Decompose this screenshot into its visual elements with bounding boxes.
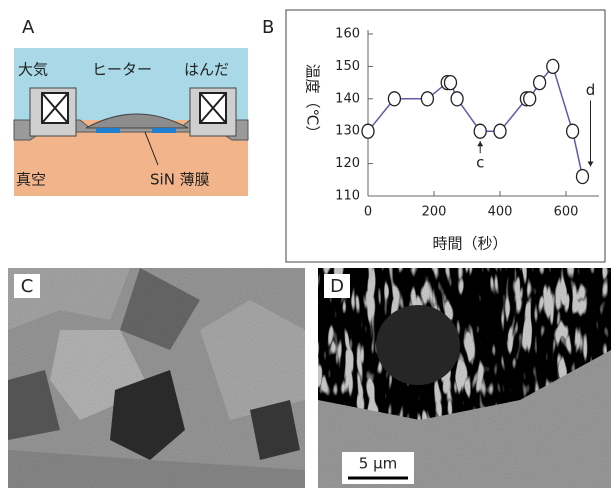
panel-b: B 温度（℃） 時間（秒） 110 120 130 140 150 160 0 200 400 6… (262, 10, 605, 262)
data-point (577, 170, 589, 184)
annotation: c (476, 154, 484, 172)
y-tick-label: 130 (335, 124, 360, 139)
label: 真空 (16, 171, 46, 189)
panel-letter: D (330, 276, 344, 297)
sin-strip (152, 128, 176, 133)
grain (376, 305, 460, 385)
data-point (445, 76, 457, 90)
panel-frame (286, 10, 605, 262)
label: SiN 薄膜 (150, 171, 210, 189)
panel-d: D 5 µm (318, 268, 611, 488)
y-tick-label: 160 (335, 27, 360, 42)
y-axis-label: 温度（℃） (304, 64, 322, 141)
panel-letter: B (262, 17, 274, 38)
data-point (388, 92, 400, 106)
label: 大気 (18, 61, 48, 79)
data-point (524, 92, 536, 106)
x-tick-label: 400 (488, 205, 513, 220)
data-point (567, 124, 579, 138)
panel-c: C (8, 268, 305, 488)
y-tick-label: 110 (335, 189, 360, 204)
data-point (494, 124, 506, 138)
figure: A 大気 ヒーター はんだ 真空 SiN 薄膜 B 温度（℃） 時間（秒） 11… (0, 0, 611, 488)
panel-letter: C (21, 276, 34, 297)
x-tick-label: 200 (422, 205, 447, 220)
scale-bar-label: 5 µm (359, 455, 397, 473)
panel-letter: A (22, 17, 35, 38)
panel-a: A 大気 ヒーター はんだ 真空 SiN 薄膜 (14, 17, 248, 196)
data-point (474, 124, 486, 138)
y-tick-label: 150 (335, 59, 360, 74)
label: ヒーター (92, 61, 152, 79)
x-tick-label: 600 (554, 205, 579, 220)
y-tick-label: 140 (335, 91, 360, 106)
sin-strip (96, 128, 120, 133)
data-point (451, 92, 463, 106)
label: はんだ (184, 61, 229, 79)
data-point (547, 59, 559, 73)
data-point (534, 76, 546, 90)
x-axis-label: 時間（秒） (432, 235, 507, 253)
y-tick-label: 120 (335, 156, 360, 171)
arrow-head (588, 162, 594, 167)
arrow-head (477, 141, 483, 146)
data-point (362, 124, 374, 138)
data-point (421, 92, 433, 106)
annotation: d (586, 81, 596, 99)
x-tick-label: 0 (364, 205, 372, 220)
